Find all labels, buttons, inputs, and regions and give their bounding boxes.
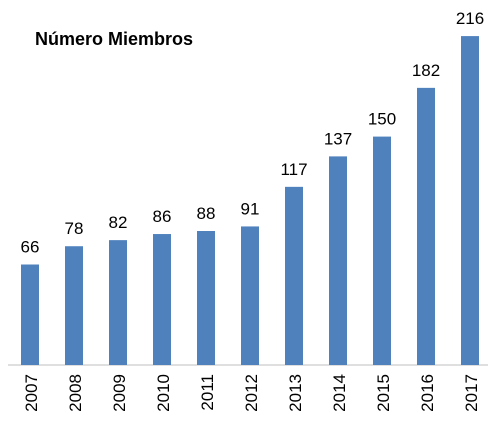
bar bbox=[241, 226, 259, 365]
data-label: 88 bbox=[197, 204, 216, 223]
x-tick-label: 2007 bbox=[22, 374, 41, 412]
chart-title: Número Miembros bbox=[35, 29, 193, 49]
x-tick-label: 2016 bbox=[418, 374, 437, 412]
data-label: 91 bbox=[241, 199, 260, 218]
bar bbox=[153, 234, 171, 365]
data-label: 78 bbox=[65, 219, 84, 238]
x-tick-label: 2011 bbox=[198, 374, 217, 411]
x-tick-label: 2010 bbox=[154, 374, 173, 412]
x-tick-label: 2013 bbox=[286, 374, 305, 412]
x-tick-label: 2017 bbox=[462, 374, 481, 412]
bar bbox=[197, 231, 215, 365]
data-label: 182 bbox=[412, 61, 440, 80]
x-tick-label: 2012 bbox=[242, 374, 261, 412]
data-label: 216 bbox=[456, 9, 484, 28]
x-tick-label: 2008 bbox=[66, 374, 85, 412]
bar bbox=[329, 156, 347, 365]
data-label: 66 bbox=[21, 238, 40, 257]
x-tick-label: 2009 bbox=[110, 374, 129, 412]
data-label: 117 bbox=[280, 160, 307, 179]
bar bbox=[65, 246, 83, 365]
bar bbox=[373, 136, 391, 365]
data-label: 82 bbox=[109, 213, 128, 232]
bar bbox=[109, 240, 127, 365]
data-label: 150 bbox=[368, 110, 396, 129]
x-tick-label: 2014 bbox=[330, 374, 349, 412]
bar bbox=[461, 36, 479, 365]
bar bbox=[285, 186, 303, 365]
bar bbox=[21, 264, 39, 365]
x-tick-label: 2015 bbox=[374, 374, 393, 412]
bar bbox=[417, 87, 435, 365]
data-label: 137 bbox=[324, 129, 352, 148]
data-label: 86 bbox=[153, 207, 172, 226]
